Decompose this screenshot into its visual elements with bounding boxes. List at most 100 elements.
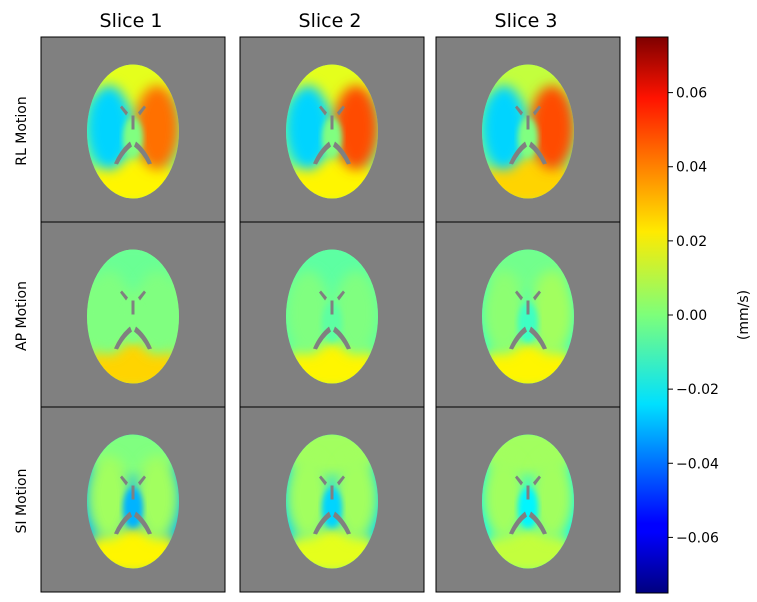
ventricle-third	[330, 115, 334, 130]
ventricle-occipital-right	[134, 326, 152, 350]
colorbar-tick-label: −0.06	[676, 530, 719, 546]
left-hemisphere-region	[482, 270, 526, 355]
ventricle-frontal-right	[337, 105, 345, 116]
left-hemisphere-region	[286, 455, 330, 540]
ventricle-frontal-left	[515, 290, 523, 301]
ventricle-occipital-right	[529, 141, 547, 165]
ventricle-frontal-left	[319, 475, 327, 486]
colorbar: 0.06 0.04 0.02 0.00 −0.02 −0.04 −0.06 (mm/s)	[635, 36, 752, 594]
right-hemisphere-region	[135, 85, 179, 170]
colorbar-tick-label: −0.04	[676, 456, 719, 472]
left-hemisphere-region	[482, 85, 526, 170]
ventricle-third	[131, 115, 135, 130]
ventricle-occipital-left	[313, 511, 331, 535]
ventricle-frontal-left	[120, 105, 128, 116]
ventricle-third	[131, 485, 135, 500]
ventricle-third	[330, 300, 334, 315]
panel-r3-c3	[435, 406, 621, 593]
ventricle-frontal-right	[533, 290, 541, 301]
colorbar-tick-label: 0.06	[676, 86, 707, 102]
ventricle-third	[131, 300, 135, 315]
ventricle-frontal-left	[120, 290, 128, 301]
ventricle-occipital-left	[509, 326, 527, 350]
ventricle-occipital-right	[134, 141, 152, 165]
ventricle-frontal-left	[319, 290, 327, 301]
right-hemisphere-region	[530, 455, 574, 540]
panel-grid	[40, 36, 621, 593]
colorbar-tick-label: 0.02	[676, 234, 707, 250]
column-titles: Slice 1 Slice 2 Slice 3	[100, 10, 558, 32]
ventricle-occipital-right	[333, 326, 351, 350]
ventricle-occipital-left	[114, 141, 132, 165]
left-hemisphere-region	[87, 455, 131, 540]
colorbar-ticks: 0.06 0.04 0.02 0.00 −0.02 −0.04 −0.06	[668, 86, 719, 546]
panel-r2-c1	[40, 221, 226, 408]
ventricles	[313, 290, 351, 350]
ventricle-third	[526, 115, 530, 130]
left-hemisphere-region	[286, 270, 330, 355]
panel-r3-c1	[40, 406, 226, 593]
ventricle-frontal-right	[533, 475, 541, 486]
ventricle-frontal-left	[515, 475, 523, 486]
ventricle-frontal-left	[319, 105, 327, 116]
right-hemisphere-region	[334, 85, 378, 170]
ventricles	[313, 475, 351, 535]
ventricle-occipital-left	[313, 326, 331, 350]
ventricles	[114, 475, 152, 535]
ventricle-occipital-right	[333, 511, 351, 535]
ventricle-frontal-right	[138, 290, 146, 301]
ventricle-occipital-right	[333, 141, 351, 165]
brain-slice	[87, 434, 179, 569]
ventricle-occipital-left	[114, 326, 132, 350]
right-hemisphere-region	[334, 270, 378, 355]
ventricle-third	[526, 485, 530, 500]
ventricle-occipital-right	[134, 511, 152, 535]
ventricle-frontal-right	[337, 290, 345, 301]
ventricle-occipital-left	[114, 511, 132, 535]
column-title-3: Slice 3	[495, 10, 558, 32]
right-hemisphere-region	[334, 455, 378, 540]
panel-r2-c2	[239, 221, 425, 408]
ventricle-frontal-right	[533, 105, 541, 116]
ventricle-occipital-left	[509, 511, 527, 535]
ventricles	[509, 105, 547, 165]
ventricles	[114, 105, 152, 165]
ventricles	[509, 475, 547, 535]
colorbar-tick-label: 0.04	[676, 160, 707, 176]
ventricles	[509, 290, 547, 350]
ventricles	[114, 290, 152, 350]
column-title-2: Slice 2	[299, 10, 362, 32]
ventricle-third	[330, 485, 334, 500]
ventricle-frontal-right	[138, 475, 146, 486]
panel-r1-c1	[40, 36, 226, 223]
panel-r2-c3	[435, 221, 621, 408]
left-hemisphere-region	[87, 85, 131, 170]
panel-r3-c2	[239, 406, 425, 593]
colorbar-label: (mm/s)	[736, 290, 752, 340]
ventricles	[313, 105, 351, 165]
ventricle-occipital-left	[509, 141, 527, 165]
colorbar-gradient	[635, 36, 669, 594]
ventricle-third	[526, 300, 530, 315]
right-hemisphere-region	[530, 85, 574, 170]
left-hemisphere-region	[87, 270, 131, 355]
column-title-1: Slice 1	[100, 10, 163, 32]
panel-r1-c2	[239, 36, 425, 223]
ventricle-frontal-left	[120, 475, 128, 486]
right-hemisphere-region	[135, 455, 179, 540]
colorbar-tick-label: −0.02	[676, 382, 719, 398]
ventricle-occipital-left	[313, 141, 331, 165]
right-hemisphere-region	[530, 270, 574, 355]
left-hemisphere-region	[482, 455, 526, 540]
ventricle-frontal-right	[337, 475, 345, 486]
row-title-1: RL Motion	[14, 96, 30, 165]
ventricle-occipital-right	[529, 326, 547, 350]
right-hemisphere-region	[135, 270, 179, 355]
row-titles: RL Motion AP Motion SI Motion	[14, 96, 30, 533]
ventricle-occipital-right	[529, 511, 547, 535]
row-title-2: AP Motion	[14, 281, 30, 351]
left-hemisphere-region	[286, 85, 330, 170]
panel-r1-c3	[435, 36, 621, 223]
ventricle-frontal-left	[515, 105, 523, 116]
